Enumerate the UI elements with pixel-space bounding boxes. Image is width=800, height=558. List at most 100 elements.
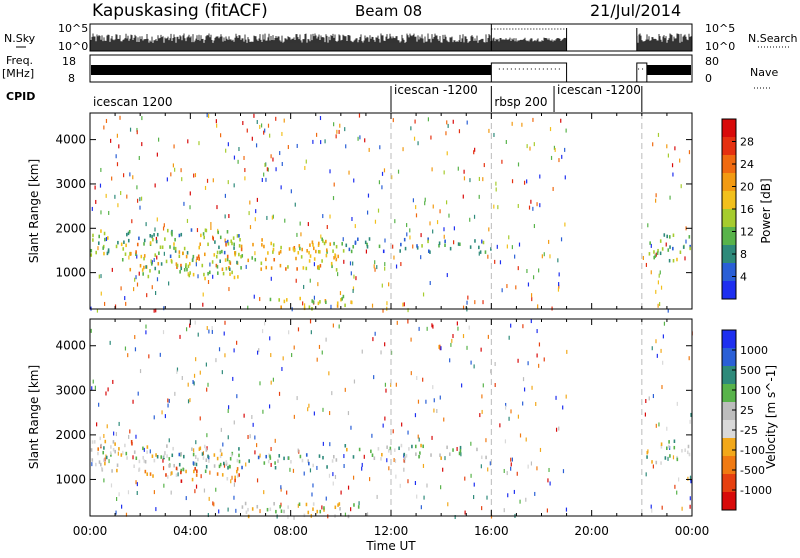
- scatter-point: [97, 246, 99, 251]
- echo-point: [366, 245, 369, 249]
- scatter-point: [256, 197, 258, 202]
- echo-point: [186, 267, 188, 272]
- echo-point: [160, 262, 163, 266]
- colorbar-tick-label: 500: [740, 364, 761, 377]
- scatter-point: [468, 325, 470, 330]
- scatter-point: [244, 168, 246, 173]
- echo-point: [389, 446, 392, 451]
- velocity-ylabel: Slant Range [km]: [27, 365, 41, 469]
- cpid-segment-label: rbsp 200: [494, 95, 547, 109]
- scatter-point: [555, 427, 558, 432]
- scatter-point: [384, 262, 386, 267]
- velocity-panel-bg: [90, 319, 692, 516]
- echo-point: [323, 506, 325, 510]
- scatter-point: [203, 488, 206, 493]
- scatter-point: [129, 172, 131, 177]
- scatter-point: [650, 504, 652, 509]
- scatter-point: [243, 413, 245, 418]
- echo-point: [143, 242, 145, 246]
- echo-point: [285, 267, 287, 271]
- scatter-point: [304, 165, 306, 170]
- scatter-point: [562, 405, 564, 410]
- scatter-point: [404, 459, 406, 464]
- echo-point: [430, 453, 432, 457]
- scatter-point: [186, 218, 189, 223]
- echo-point: [222, 271, 225, 276]
- scatter-point: [685, 239, 687, 244]
- scatter-point: [134, 347, 137, 352]
- echo-point: [138, 459, 141, 464]
- scatter-point: [504, 439, 507, 444]
- echo-point: [236, 458, 239, 463]
- scatter-point: [424, 201, 426, 206]
- colorbar-swatch: [722, 119, 736, 138]
- scatter-point: [233, 348, 235, 353]
- scatter-point: [135, 480, 137, 485]
- scatter-point: [167, 403, 169, 408]
- scatter-point: [558, 284, 560, 289]
- scatter-point: [523, 387, 526, 392]
- colorbar-swatch: [722, 227, 736, 246]
- scatter-point: [354, 224, 356, 229]
- scatter-point: [548, 239, 550, 244]
- scatter-point: [216, 123, 218, 128]
- echo-point: [166, 228, 169, 233]
- cpid-segment-label: icescan -1200: [394, 83, 478, 97]
- echo-point: [646, 455, 648, 459]
- scatter-point: [261, 177, 263, 182]
- echo-point: [323, 508, 325, 512]
- scatter-point: [399, 483, 401, 488]
- scatter-point: [473, 482, 475, 487]
- echo-point: [189, 262, 191, 266]
- echo-point: [149, 241, 152, 245]
- echo-point: [120, 242, 123, 247]
- scatter-point: [481, 409, 483, 414]
- scatter-point: [429, 281, 431, 286]
- echo-point: [225, 462, 228, 466]
- scatter-point: [168, 438, 170, 443]
- scatter-point: [164, 414, 166, 419]
- echo-point: [269, 454, 271, 459]
- echo-point: [326, 465, 328, 469]
- scatter-point: [566, 349, 568, 354]
- scatter-point: [325, 337, 327, 342]
- nave-label: Nave: [750, 66, 778, 79]
- scatter-point: [300, 232, 302, 237]
- scatter-point: [350, 507, 352, 512]
- scatter-point: [539, 447, 542, 452]
- scatter-point: [355, 276, 357, 281]
- scatter-point: [227, 180, 229, 185]
- scatter-point: [516, 471, 518, 476]
- echo-point: [318, 454, 321, 458]
- scatter-point: [260, 123, 263, 128]
- echo-point: [333, 256, 335, 260]
- echo-point: [114, 442, 116, 446]
- echo-point: [236, 474, 239, 478]
- scatter-point: [527, 282, 530, 287]
- echo-point: [170, 231, 173, 235]
- scatter-point: [307, 222, 309, 227]
- echo-point: [656, 251, 659, 255]
- echo-point: [193, 469, 195, 474]
- scatter-point: [307, 407, 309, 412]
- scatter-point: [212, 274, 214, 279]
- scatter-point: [407, 319, 409, 324]
- echo-point: [191, 258, 194, 263]
- scatter-point: [259, 297, 261, 302]
- echo-point: [192, 452, 195, 457]
- scatter-point: [135, 275, 137, 280]
- scatter-point: [282, 356, 284, 361]
- echo-point: [194, 461, 197, 466]
- echo-point: [143, 459, 146, 463]
- echo-point: [371, 453, 374, 457]
- scatter-point: [496, 244, 498, 249]
- cpid-row: icescan 1200 icescan -1200 rbsp 200 icescan…: [93, 83, 643, 112]
- scatter-point: [557, 287, 560, 292]
- scatter-point: [684, 256, 686, 261]
- scatter-point: [440, 485, 442, 490]
- scatter-point: [252, 422, 254, 427]
- scatter-point: [185, 496, 187, 501]
- scatter-point: [236, 340, 238, 345]
- scatter-point: [482, 383, 484, 388]
- echo-point: [208, 459, 210, 463]
